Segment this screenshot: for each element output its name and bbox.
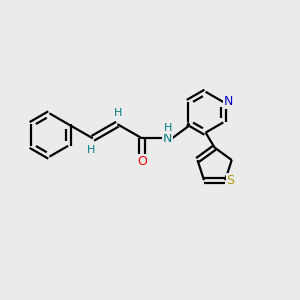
- Text: N: N: [224, 95, 233, 109]
- Text: S: S: [226, 174, 235, 187]
- Text: N: N: [163, 132, 172, 145]
- Text: O: O: [137, 155, 147, 168]
- Text: H: H: [164, 123, 172, 133]
- Text: H: H: [114, 108, 122, 118]
- Text: H: H: [87, 145, 95, 155]
